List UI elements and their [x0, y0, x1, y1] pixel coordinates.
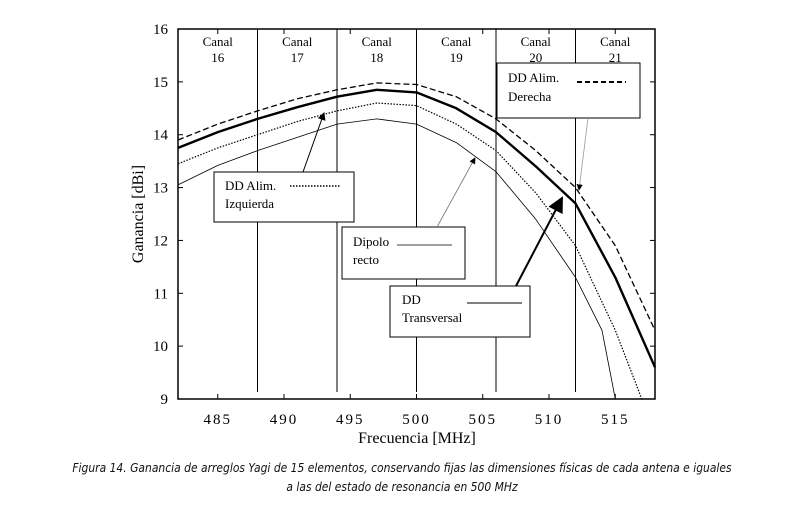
- series-dd-alim-izquierda: [177, 102, 643, 400]
- channel-label: Canal: [441, 34, 472, 49]
- y-tick-label: 12: [153, 233, 168, 249]
- legend-derecha: DD Alim. Derecha: [496, 62, 641, 191]
- channel-number: 19: [450, 50, 463, 65]
- channel-number: 16: [211, 50, 225, 65]
- arrow-izquierda: [302, 112, 326, 173]
- gain-chart: Canal16Canal17Canal18Canal19Canal20Canal…: [130, 22, 657, 447]
- svg-text:recto: recto: [353, 252, 379, 267]
- channel-number: 17: [291, 50, 305, 65]
- x-tick-label: 510: [535, 412, 564, 428]
- channel-label: Canal: [600, 34, 631, 49]
- svg-text:Dipolo: Dipolo: [353, 234, 389, 249]
- caption-line-2: a las del estado de resonancia en 500 MH…: [286, 479, 518, 494]
- arrow-derecha: [576, 117, 589, 191]
- x-tick-label: 505: [469, 412, 498, 428]
- svg-text:Derecha: Derecha: [508, 89, 552, 104]
- y-tick-label: 9: [161, 392, 169, 408]
- y-tick-label: 15: [153, 75, 168, 91]
- y-tick-label: 16: [153, 22, 169, 38]
- series-dd-transversal: [177, 88, 657, 368]
- x-tick-label: 515: [601, 412, 630, 428]
- figure-caption: Figura 14. Ganancia de arreglos Yagi de …: [56, 458, 747, 496]
- arrow-transversal: [515, 196, 563, 287]
- y-tick-label: 11: [154, 286, 168, 302]
- legend-dipolo: Dipolo recto: [341, 157, 476, 280]
- series-dd-alim-derecha: [177, 82, 656, 331]
- legend-transversal: DD Transversal: [389, 196, 563, 338]
- channel-number: 20: [529, 50, 542, 65]
- svg-text:DD: DD: [402, 292, 421, 307]
- x-tick-label: 495: [336, 412, 365, 428]
- arrow-dipolo: [436, 157, 476, 228]
- series-dipolo-recto: [177, 118, 616, 400]
- channel-number: 18: [370, 50, 383, 65]
- channel-label: Canal: [521, 34, 552, 49]
- y-tick-label: 14: [153, 128, 169, 144]
- x-axis-label: Frecuencia [MHz]: [358, 430, 476, 447]
- x-tick-label: 490: [270, 412, 299, 428]
- x-tick-label: 500: [402, 412, 431, 428]
- channel-label: Canal: [203, 34, 234, 49]
- channel-label: Canal: [282, 34, 313, 49]
- svg-text:DD Alim.: DD Alim.: [508, 70, 559, 85]
- x-tick-label: 485: [204, 412, 233, 428]
- svg-text:DD Alim.: DD Alim.: [225, 178, 276, 193]
- caption-line-1: Figura 14. Ganancia de arreglos Yagi de …: [72, 460, 732, 475]
- channel-number: 21: [609, 50, 622, 65]
- y-tick-label: 13: [153, 181, 168, 197]
- legend-izquierda: DD Alim. Izquierda: [213, 112, 355, 223]
- y-tick-label: 10: [153, 339, 168, 355]
- svg-text:Transversal: Transversal: [402, 310, 463, 325]
- y-axis-label: Ganancia [dBi]: [130, 165, 147, 263]
- channel-label: Canal: [362, 34, 393, 49]
- svg-text:Izquierda: Izquierda: [225, 196, 274, 211]
